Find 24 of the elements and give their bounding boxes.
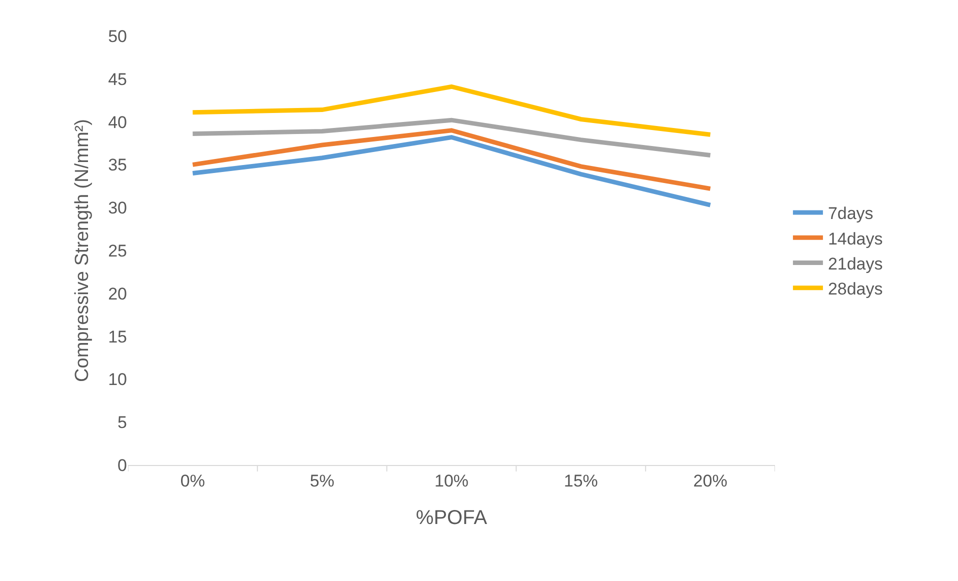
x-tick-label: 5% (310, 471, 334, 490)
y-tick-label: 5 (118, 413, 127, 432)
legend-label: 14days (828, 229, 883, 248)
y-tick-label: 45 (108, 70, 127, 89)
y-tick-label: 15 (108, 327, 127, 346)
y-tick-label: 35 (108, 156, 127, 175)
legend-label: 28days (828, 279, 883, 298)
y-axis-title: Compressive Strength (N/mm²) (72, 119, 93, 382)
y-tick-label: 20 (108, 284, 127, 304)
line-series (190, 128, 713, 191)
x-tick-label: 0% (180, 471, 205, 490)
line-series (190, 134, 713, 208)
y-tick-label: 40 (108, 112, 127, 132)
y-tick-label: 25 (108, 241, 127, 260)
legend-label: 21days (828, 254, 883, 274)
y-tick-label: 30 (108, 198, 127, 218)
x-tick-label: 10% (434, 471, 469, 490)
legend-label: 7days (828, 204, 874, 224)
x-axis-title: %POFA (416, 506, 488, 529)
x-tick-label: 20% (693, 471, 728, 490)
x-tick-label: 15% (564, 471, 598, 490)
y-tick-label: 50 (108, 26, 127, 46)
y-tick-label: 0 (118, 456, 127, 475)
y-tick-label: 10 (108, 370, 127, 390)
